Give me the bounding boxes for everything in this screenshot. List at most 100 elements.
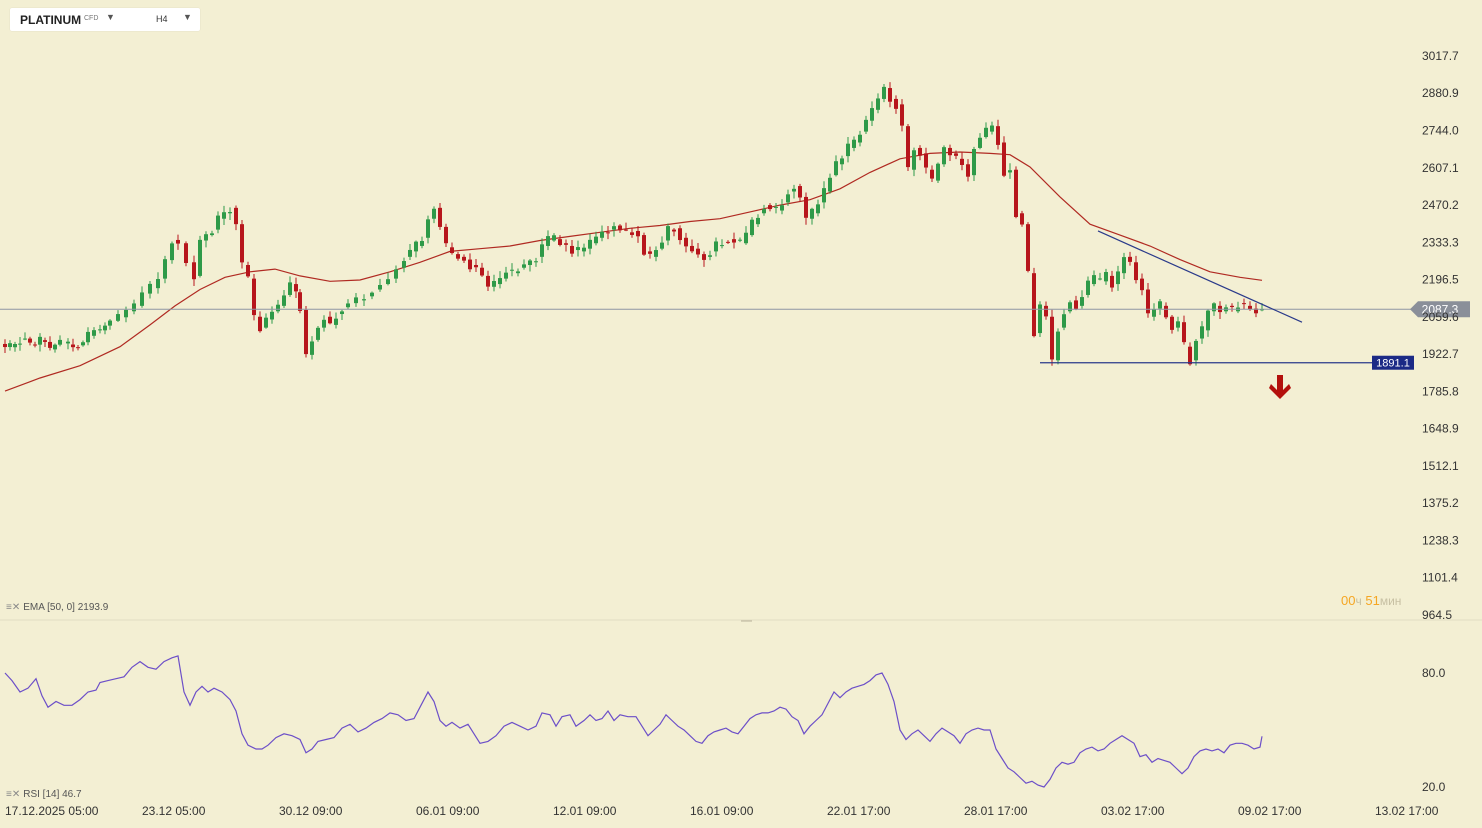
- candle: [414, 240, 418, 258]
- candle-body: [1248, 305, 1252, 310]
- symbol-badge: CFD: [84, 15, 99, 22]
- candle: [1116, 265, 1120, 291]
- candle-body: [1146, 289, 1150, 314]
- candle-body: [1206, 310, 1210, 331]
- candle: [1014, 166, 1018, 219]
- candle: [888, 82, 892, 108]
- candle-body: [198, 239, 202, 276]
- candle-body: [124, 309, 128, 318]
- candle-body: [1098, 278, 1102, 280]
- candle: [660, 236, 664, 251]
- candle: [1056, 328, 1060, 365]
- candle: [1158, 299, 1162, 315]
- time-tick-label: 12.01 09:00: [553, 804, 617, 818]
- candle: [103, 322, 107, 335]
- candle-body: [1122, 257, 1126, 274]
- price-tick-label: 1238.3: [1422, 533, 1459, 547]
- candle: [1098, 272, 1102, 281]
- candle: [648, 246, 652, 259]
- candle: [504, 266, 508, 282]
- candle-body: [228, 212, 232, 214]
- candle-body: [276, 304, 280, 312]
- candle-body: [270, 311, 274, 320]
- candle-body: [8, 343, 12, 348]
- candle: [738, 237, 742, 243]
- candle: [714, 237, 718, 257]
- candle-body: [222, 212, 226, 219]
- candle-body: [738, 239, 742, 241]
- candle: [570, 239, 574, 257]
- settings-icon[interactable]: ≡✕: [6, 789, 21, 800]
- instrument-toolbar[interactable]: PLATINUM CFD ▼ H4 ▼: [10, 8, 200, 31]
- candle: [1086, 276, 1090, 298]
- candle-body: [1038, 304, 1042, 334]
- candle: [618, 224, 622, 233]
- candle-body: [600, 231, 604, 238]
- candle-body: [852, 139, 856, 148]
- candle-body: [1044, 305, 1048, 317]
- timeframe-selector[interactable]: H4: [156, 14, 168, 24]
- candle-body: [240, 224, 244, 263]
- ema-indicator-label[interactable]: ≡✕ EMA [50, 0] 2193.9: [6, 602, 108, 613]
- candle: [984, 122, 988, 139]
- candle: [810, 207, 814, 225]
- rsi-indicator-label[interactable]: ≡✕ RSI [14] 46.7: [6, 789, 82, 800]
- candle-body: [1110, 275, 1114, 288]
- candle: [444, 223, 448, 248]
- candle-body: [498, 278, 502, 285]
- candle: [1032, 267, 1036, 338]
- candle: [1182, 315, 1186, 345]
- candle: [774, 202, 778, 214]
- candle-body: [822, 188, 826, 203]
- candle-body: [450, 247, 454, 254]
- candle-body: [510, 269, 514, 271]
- price-tick-label: 1648.9: [1422, 422, 1459, 436]
- settings-icon[interactable]: ≡✕: [6, 602, 21, 613]
- candle-body: [414, 241, 418, 252]
- candle: [1134, 255, 1138, 284]
- candles-layer[interactable]: [3, 82, 1264, 366]
- candle: [846, 137, 850, 163]
- timer-hours: 00: [1341, 593, 1356, 608]
- candle: [972, 146, 976, 182]
- candle-body: [216, 215, 220, 230]
- candle: [882, 83, 886, 103]
- candle-body: [1230, 305, 1234, 308]
- candle-body: [888, 88, 892, 102]
- candle: [576, 240, 580, 257]
- candle-body: [522, 264, 526, 268]
- candle-body: [132, 303, 136, 312]
- candle: [528, 259, 532, 272]
- chevron-down-icon[interactable]: ▼: [183, 12, 192, 22]
- price-tick-label: 1512.1: [1422, 459, 1459, 473]
- candle: [828, 173, 832, 194]
- drawings-layer[interactable]: 1891.1 2087.3: [0, 230, 1470, 399]
- candle-body: [474, 265, 478, 268]
- candle: [654, 246, 658, 262]
- candle: [912, 147, 916, 177]
- candle: [876, 93, 880, 114]
- symbol-name[interactable]: PLATINUM: [20, 13, 82, 27]
- candle: [624, 222, 628, 232]
- candle-body: [858, 134, 862, 143]
- price-tick-label: 3017.7: [1422, 49, 1459, 63]
- candle: [1128, 251, 1132, 266]
- candle-body: [438, 207, 442, 227]
- candle-body: [462, 256, 466, 261]
- candle-body: [606, 232, 610, 234]
- candle: [852, 136, 856, 152]
- candle-body: [176, 239, 180, 244]
- candle: [750, 217, 754, 237]
- candle-body: [990, 125, 994, 132]
- candle: [780, 199, 784, 215]
- support-level-label: 1891.1: [1376, 358, 1410, 370]
- candle-body: [98, 329, 102, 331]
- candle: [370, 291, 374, 300]
- candle: [92, 327, 96, 339]
- candle-body: [1092, 275, 1096, 285]
- candle-body: [894, 98, 898, 109]
- chevron-down-icon[interactable]: ▼: [106, 12, 115, 22]
- candle-body: [252, 278, 256, 316]
- candle-body: [570, 245, 574, 254]
